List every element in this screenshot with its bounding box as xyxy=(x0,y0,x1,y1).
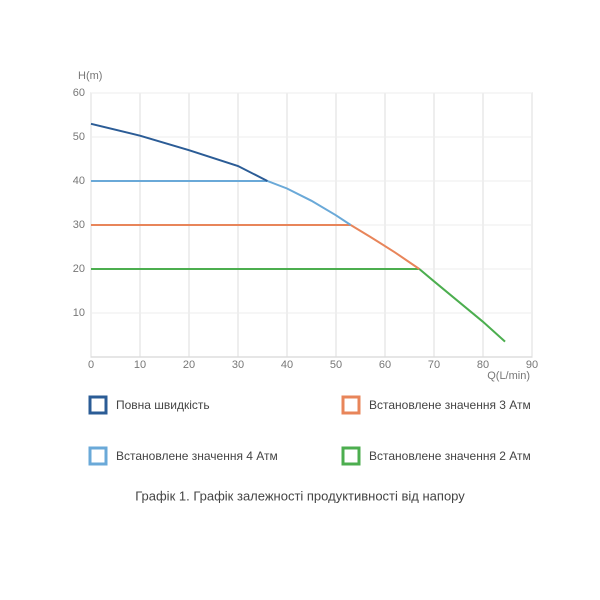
y-tick-label: 20 xyxy=(73,263,85,275)
x-tick-label: 10 xyxy=(134,359,146,371)
x-tick-label: 60 xyxy=(379,359,391,371)
x-tick-label: 40 xyxy=(281,359,293,371)
x-tick-label: 0 xyxy=(88,359,94,371)
legend-text: Встановлене значення 4 Атм xyxy=(116,449,278,463)
x-tick-label: 30 xyxy=(232,359,244,371)
y-tick-label: 40 xyxy=(73,175,85,187)
legend-swatch xyxy=(88,395,108,415)
y-tick-label: 10 xyxy=(73,307,85,319)
x-tick-label: 90 xyxy=(526,359,538,371)
y-tick-label: 50 xyxy=(73,131,85,143)
x-axis-label: Q(L/min) xyxy=(487,370,530,382)
series-line xyxy=(91,180,352,226)
legend-text: Встановлене значення 2 Атм xyxy=(369,449,531,463)
legend-text: Повна швидкість xyxy=(116,398,210,412)
caption: Графік 1. Графік залежності продуктивнос… xyxy=(135,488,465,503)
series-line xyxy=(90,122,268,182)
x-tick-label: 50 xyxy=(330,359,342,371)
y-tick-label: 60 xyxy=(73,87,85,99)
y-axis-label: H(m) xyxy=(78,70,102,82)
series-line xyxy=(91,268,506,343)
legend-text: Встановлене значення 3 Атм xyxy=(369,398,531,412)
legend-swatch xyxy=(88,446,108,466)
x-tick-label: 20 xyxy=(183,359,195,371)
y-tick-label: 30 xyxy=(73,219,85,231)
series-line xyxy=(91,224,420,270)
x-tick-label: 70 xyxy=(428,359,440,371)
legend-swatch xyxy=(341,395,361,415)
x-tick-label: 80 xyxy=(477,359,489,371)
legend-swatch xyxy=(341,446,361,466)
